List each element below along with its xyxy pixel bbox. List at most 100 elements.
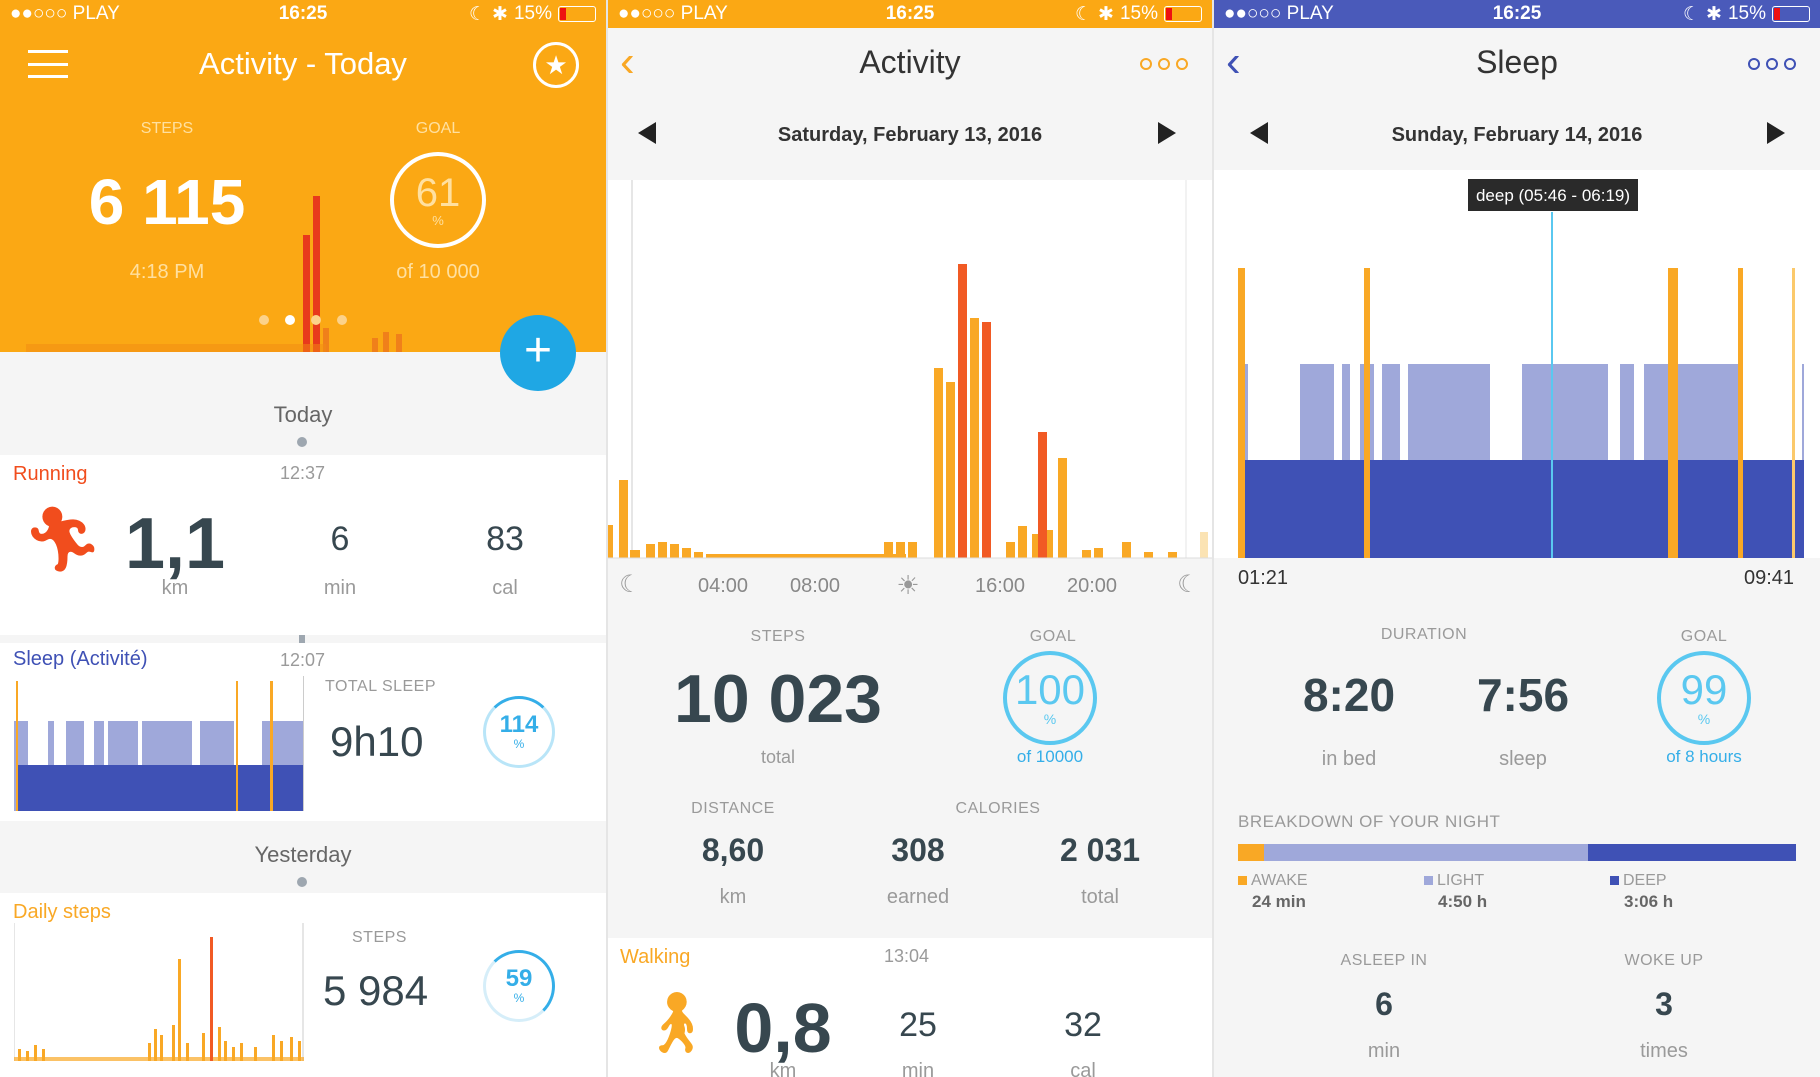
daily-goal-ring: 59 % bbox=[483, 950, 555, 1022]
sleep-goal-percent: 114 bbox=[499, 711, 539, 738]
deep-segment bbox=[1588, 844, 1796, 861]
daily-steps-mini-chart bbox=[14, 923, 304, 1061]
battery-percent: 15% bbox=[513, 3, 552, 24]
add-button[interactable]: + bbox=[500, 315, 576, 391]
goal-label: GOAL bbox=[1029, 628, 1077, 645]
bluetooth-icon: ✱ bbox=[1706, 3, 1722, 25]
goal-percent: 61 bbox=[415, 170, 461, 215]
goal-percent: 100 bbox=[1014, 666, 1086, 713]
star-badge-icon[interactable]: ★ bbox=[533, 42, 579, 88]
calories-total-value: 2 031 bbox=[1059, 832, 1141, 868]
goal-percent: 99 bbox=[1680, 666, 1728, 713]
battery-icon bbox=[1772, 6, 1810, 22]
light-legend-label: LIGHT bbox=[1437, 872, 1485, 889]
running-time: 12:37 bbox=[280, 463, 326, 483]
deep-legend-label: DEEP bbox=[1623, 872, 1667, 889]
x-tick: 16:00 bbox=[975, 575, 1025, 597]
moon-icon: ☾ bbox=[469, 3, 487, 25]
running-km: 1,1 bbox=[124, 504, 226, 584]
sleep-card[interactable]: Sleep (Activité) 12:07 TOTAL SLEEP 9h10 … bbox=[0, 643, 606, 821]
status-bar-blue bbox=[1214, 0, 1820, 28]
sleep-goal-percent-sign: % bbox=[513, 737, 525, 751]
awake-legend: AWAKE bbox=[1238, 872, 1308, 890]
daily-goal-percent-sign: % bbox=[513, 991, 525, 1005]
goal-ring: 99 % bbox=[1657, 651, 1751, 745]
steps-label: STEPS bbox=[750, 628, 806, 645]
date-label: Sunday, February 14, 2016 bbox=[1391, 124, 1643, 146]
menu-icon[interactable] bbox=[28, 50, 68, 78]
distance-value: 8,60 bbox=[701, 832, 765, 868]
prev-day-icon[interactable] bbox=[638, 122, 656, 144]
goal-label: GOAL bbox=[1680, 628, 1728, 645]
awake-legend-label: AWAKE bbox=[1251, 872, 1308, 889]
woke-up-value: 3 bbox=[1655, 986, 1673, 1022]
steps-value: 10 023 bbox=[674, 661, 882, 737]
distance-unit: km bbox=[719, 886, 747, 908]
more-options-icon[interactable] bbox=[1748, 58, 1796, 70]
sleep-time-label: sleep bbox=[1499, 748, 1547, 770]
in-bed-value: 8:20 bbox=[1302, 669, 1396, 721]
walking-km-unit: km bbox=[769, 1060, 797, 1077]
more-options-icon[interactable] bbox=[1140, 58, 1188, 70]
walking-min: 25 bbox=[899, 1006, 937, 1044]
daily-steps-card[interactable]: Daily steps STEPS 5 984 59 % bbox=[0, 893, 606, 1077]
prev-day-icon[interactable] bbox=[1250, 122, 1268, 144]
goal-label: GOAL bbox=[415, 120, 461, 137]
total-sleep-label: TOTAL SLEEP bbox=[325, 678, 437, 695]
daily-steps-label: Daily steps bbox=[13, 901, 111, 923]
running-card[interactable]: Running 12:37 🏃︎ 1,1 km 6 min 83 cal bbox=[0, 455, 606, 635]
goal-ring: 61 % bbox=[390, 152, 486, 248]
page-dots bbox=[259, 315, 347, 325]
status-bar: ●●○○○ PLAY 16:25 ☾ ✱ 15% bbox=[1214, 0, 1820, 28]
sleep-time: 12:07 bbox=[280, 650, 326, 670]
battery-percent: 15% bbox=[1119, 3, 1158, 24]
activity-chart: ☾ 04:00 08:00 ☀ 16:00 20:00 ☾ bbox=[608, 180, 1212, 600]
woke-up-unit: times bbox=[1640, 1040, 1688, 1062]
goal-percent-sign: % bbox=[1043, 711, 1057, 727]
running-min-unit: min bbox=[323, 577, 357, 599]
daily-steps-value: 5 984 bbox=[323, 967, 429, 1014]
deep-sleep-area bbox=[1244, 460, 1804, 558]
moon-icon: ☾ bbox=[1075, 3, 1093, 25]
activity-peak-bars bbox=[958, 264, 1047, 558]
bluetooth-icon: ✱ bbox=[1098, 3, 1114, 25]
moon-icon: ☾ bbox=[619, 571, 641, 598]
header-bars bbox=[26, 196, 402, 352]
running-cal: 83 bbox=[486, 520, 524, 558]
bar bbox=[303, 235, 310, 352]
back-chevron-icon[interactable]: ‹ bbox=[620, 37, 635, 86]
deep-value: 3:06 h bbox=[1624, 892, 1674, 911]
x-tick: 20:00 bbox=[1067, 575, 1117, 597]
asleep-in-label: ASLEEP IN bbox=[1340, 952, 1428, 969]
breakdown-bar bbox=[1238, 844, 1796, 861]
status-bar-orange bbox=[608, 0, 1212, 28]
clock: 16:25 bbox=[278, 3, 328, 24]
calories-label: CALORIES bbox=[955, 800, 1041, 817]
clock: 16:25 bbox=[885, 3, 935, 24]
bar bbox=[396, 334, 402, 352]
woke-up-label: WOKE UP bbox=[1624, 952, 1704, 969]
walking-cal: 32 bbox=[1064, 1006, 1102, 1044]
walking-label: Walking bbox=[620, 946, 691, 968]
next-day-icon[interactable] bbox=[1158, 122, 1176, 144]
status-bar: ●●○○○ PLAY 16:25 ☾ ✱ 15% bbox=[0, 0, 606, 28]
back-chevron-icon[interactable]: ‹ bbox=[1226, 37, 1241, 86]
sleep-chart bbox=[1214, 170, 1820, 558]
walking-km: 0,8 bbox=[734, 989, 832, 1067]
walking-card[interactable]: Walking 13:04 🚶︎ 0,8 km 25 min 32 cal bbox=[608, 938, 1212, 1077]
goal-ring: 100 % bbox=[1003, 651, 1097, 745]
running-icon: 🏃︎ bbox=[22, 503, 104, 575]
next-day-icon[interactable] bbox=[1767, 122, 1785, 144]
asleep-in-unit: min bbox=[1367, 1040, 1401, 1062]
timeline-dot bbox=[297, 877, 307, 887]
x-tick: 08:00 bbox=[790, 575, 840, 597]
walking-cal-unit: cal bbox=[1070, 1060, 1096, 1077]
battery-percent: 15% bbox=[1727, 3, 1766, 24]
distance-label: DISTANCE bbox=[691, 800, 775, 817]
activity-today-panel: ●●○○○ PLAY 16:25 ☾ ✱ 15% Activity - Today … bbox=[0, 0, 606, 1077]
x-tick: 04:00 bbox=[698, 575, 748, 597]
walking-time: 13:04 bbox=[884, 946, 930, 966]
steps-label: STEPS bbox=[140, 120, 194, 137]
duration-label: DURATION bbox=[1380, 626, 1468, 643]
carrier: ●●○○○ PLAY bbox=[1224, 3, 1334, 24]
